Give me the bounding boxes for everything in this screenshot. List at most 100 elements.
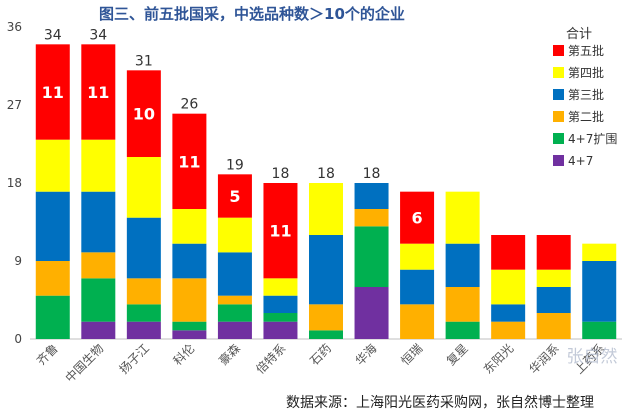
bar-total-label: 18 [363,166,381,182]
bar-segment [126,304,161,322]
bar-segment [35,44,70,140]
bar-segment [217,321,252,339]
x-tick-label: 华海 [352,341,380,369]
bar-total-label: 18 [317,166,335,182]
legend-entry: 第五批 [568,43,604,58]
segment-data-label: 5 [229,187,240,206]
watermark: 张自然 [567,347,618,367]
segment-data-label: 11 [178,152,200,171]
bar-segment [400,191,435,244]
bar-segment [536,287,571,313]
x-tick-label: 中国生物 [62,341,107,386]
bar-total-label: 31 [135,53,153,69]
bar-segment [81,139,116,192]
bar-segment [126,278,161,305]
bar-segment [582,321,617,339]
bar-segment [217,252,252,296]
y-tick-label: 36 [7,20,22,34]
segment-data-label: 6 [412,209,423,228]
bar-segment [35,139,70,192]
bar-segment [35,261,70,296]
bar-segment [217,174,252,218]
legend-swatch [553,155,564,166]
bar-segment [445,243,480,287]
bar-segment [172,330,207,339]
bar-total-label: 34 [89,27,107,43]
bar-segment [35,295,70,339]
segment-data-label: 11 [87,83,109,102]
bar-segment [263,313,298,322]
bar-segment [582,261,617,322]
segment-data-label: 10 [133,105,155,124]
chart-title: 图三、前五批国采，中选品种数＞10个的企业 [99,5,405,23]
bar-segment [491,269,526,305]
bar-segment [491,321,526,339]
bar-segment [126,157,161,218]
bar-segment [536,235,571,270]
x-tick-label: 东阳光 [481,341,516,376]
bar-segment [172,113,207,209]
bar-segment [309,235,343,305]
bar-segment [217,304,252,322]
x-tick-label: 豪森 [215,341,243,369]
bar-segment [263,183,298,279]
legend-entry: 第三批 [568,87,604,102]
bar-total-label: 19 [226,157,244,173]
bar-segment [81,252,116,279]
bar-segment [172,243,207,279]
x-tick-label: 扬子江 [116,341,152,377]
bar-segment [491,235,526,270]
bar-segment [354,183,389,209]
x-tick-label: 齐鲁 [33,341,61,369]
y-tick-label: 18 [7,176,22,190]
bar-segment [445,191,480,244]
bar-segment [263,278,298,296]
bar-total-label: 34 [44,27,62,43]
bar-segment [445,321,480,339]
x-tick-label: 倍特系 [253,341,289,377]
legend-entry: 第二批 [568,109,604,124]
y-tick-label: 9 [14,254,22,268]
bar-segment [81,278,116,322]
legend-entry: 第四批 [568,65,604,80]
bar-segment [35,191,70,261]
y-tick-label: 27 [7,98,22,112]
legend-swatch [553,45,564,56]
legend-swatch [553,89,564,100]
bar-segment [172,278,207,322]
bar-segment [217,217,252,253]
legend-swatch [553,133,564,144]
x-tick-label: 科伦 [170,341,198,369]
bar-segment [81,44,116,140]
bars [35,44,617,339]
segment-data-label: 11 [42,83,64,102]
bar-segment [172,209,207,244]
bar-segment [536,269,571,287]
x-tick-label: 华润系 [526,341,561,376]
bar-segment [582,243,617,261]
bar-segment [536,313,571,339]
bar-segment [400,304,435,339]
x-tick-label: 复星 [444,341,471,368]
bar-segment [126,321,161,339]
source-note: 数据来源：上海阳光医药采购网，张自然博士整理 [286,394,594,411]
bar-total-label: 26 [180,97,198,113]
bar-segment [81,191,116,253]
y-tick-label: 0 [14,332,22,346]
x-tick-label: 石药 [307,341,334,368]
bar-segment [126,217,161,279]
bar-segment [263,295,298,313]
legend-swatch [553,67,564,78]
bar-segment [354,287,389,339]
bar-total-label: 18 [272,166,290,182]
bar-segment [217,295,252,305]
bar-segment [400,243,435,270]
bar-segment [354,226,389,287]
bar-segment [126,70,161,157]
bar-segment [172,321,207,331]
bar-segment [400,269,435,305]
bar-segment [81,321,116,339]
bar-segment [309,304,343,331]
